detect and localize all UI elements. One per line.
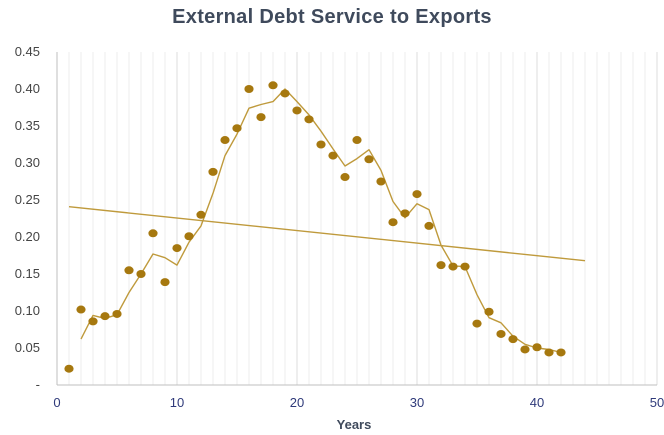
chart-title: External Debt Service to Exports bbox=[172, 6, 492, 28]
data-point bbox=[256, 113, 266, 122]
data-point bbox=[520, 345, 530, 354]
y-tick-label: 0.10 bbox=[15, 303, 40, 318]
data-point bbox=[244, 85, 254, 93]
data-point bbox=[148, 229, 158, 238]
data-point bbox=[340, 173, 350, 182]
data-point bbox=[136, 270, 146, 278]
y-tick-label: 0.25 bbox=[15, 192, 40, 207]
data-point bbox=[292, 106, 302, 115]
data-point bbox=[220, 136, 230, 145]
x-tick-label: 30 bbox=[410, 395, 424, 410]
x-tick-label: 40 bbox=[530, 395, 544, 410]
data-point bbox=[496, 329, 506, 338]
y-tick-label: 0.45 bbox=[15, 44, 40, 59]
data-point bbox=[556, 348, 566, 357]
y-tick-label: 0.35 bbox=[15, 118, 40, 133]
y-tick-label: 0.30 bbox=[15, 155, 40, 170]
data-point bbox=[88, 317, 98, 326]
data-point bbox=[316, 140, 326, 149]
data-point bbox=[544, 348, 554, 357]
y-tick-label: 0.15 bbox=[15, 266, 40, 281]
y-tick-label: 0.20 bbox=[15, 229, 40, 244]
y-tick-label: 0.40 bbox=[15, 81, 40, 96]
data-point bbox=[304, 115, 314, 124]
data-point bbox=[328, 151, 338, 160]
y-tick-label: - bbox=[36, 377, 40, 392]
data-point bbox=[412, 190, 422, 199]
data-point bbox=[280, 89, 290, 98]
x-tick-label: 50 bbox=[650, 395, 664, 410]
data-point bbox=[268, 81, 278, 90]
data-point bbox=[112, 309, 122, 318]
data-point bbox=[484, 307, 494, 316]
data-point bbox=[184, 232, 194, 241]
moving-average-line bbox=[80, 88, 562, 354]
x-tick-label: 10 bbox=[170, 395, 184, 410]
data-point bbox=[160, 278, 170, 287]
x-tick-label: 0 bbox=[53, 395, 60, 410]
data-point bbox=[472, 319, 482, 328]
data-point bbox=[376, 177, 386, 186]
data-point bbox=[460, 262, 470, 271]
data-point bbox=[364, 155, 374, 164]
x-tick-label: 20 bbox=[290, 395, 304, 410]
data-point bbox=[532, 343, 542, 352]
data-point bbox=[100, 312, 110, 321]
data-point bbox=[352, 136, 362, 145]
data-point bbox=[76, 305, 86, 314]
data-point bbox=[448, 262, 458, 271]
y-tick-label: 0.05 bbox=[15, 340, 40, 355]
data-point bbox=[196, 210, 206, 219]
data-point bbox=[232, 124, 242, 133]
data-point bbox=[388, 218, 398, 227]
trend-line bbox=[68, 206, 586, 262]
data-point bbox=[208, 167, 218, 176]
data-point bbox=[64, 364, 74, 373]
data-point bbox=[424, 221, 434, 230]
data-point bbox=[400, 209, 410, 218]
data-point bbox=[436, 261, 446, 270]
data-point bbox=[508, 335, 518, 344]
x-axis-title: Years bbox=[337, 417, 372, 432]
data-point bbox=[124, 266, 134, 275]
data-point bbox=[172, 244, 182, 253]
